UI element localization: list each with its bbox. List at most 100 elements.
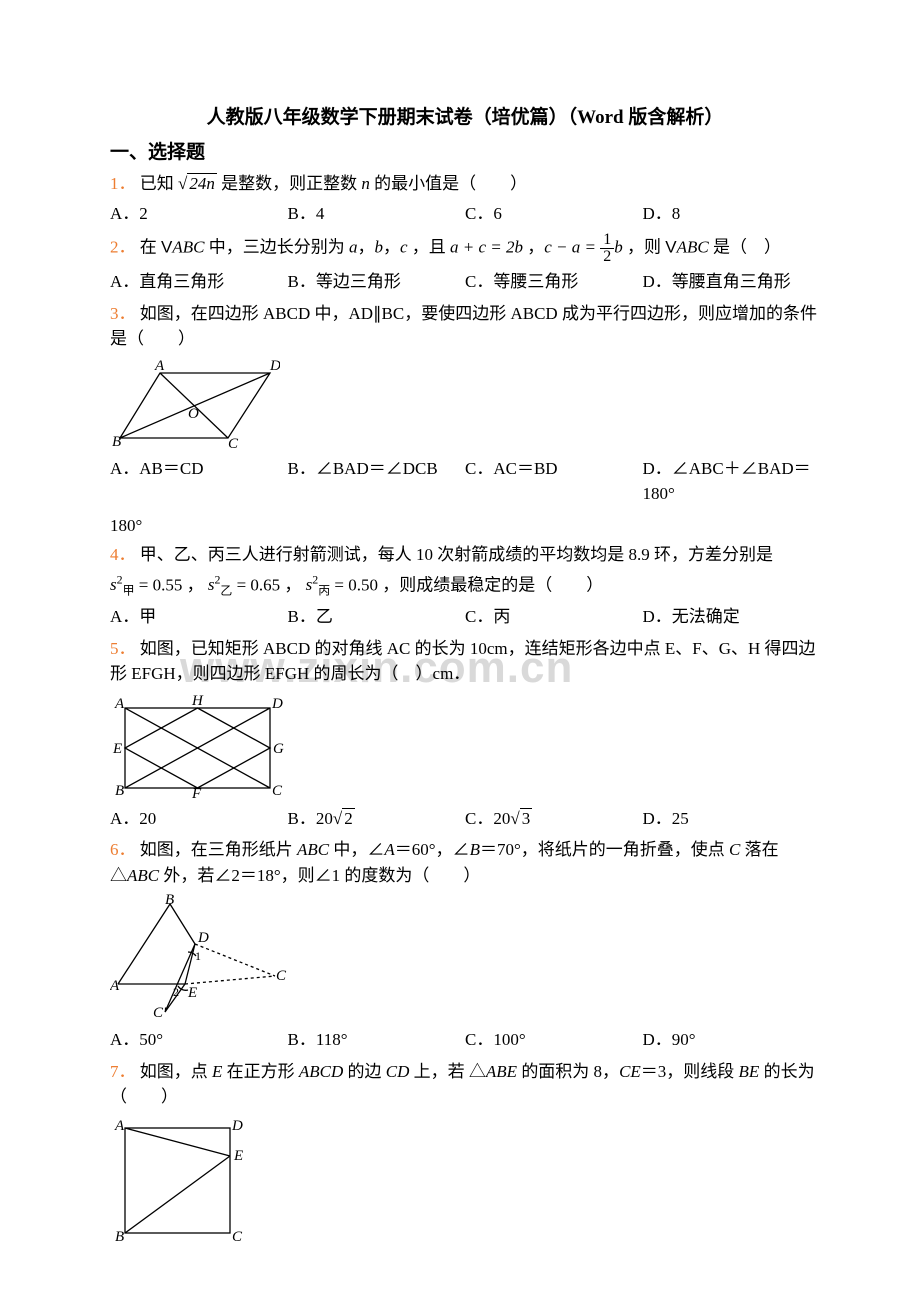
q4-variances: s2甲 = 0.55 ， s2乙 = 0.65 ， s2丙 = 0.50 ，则成…: [110, 572, 820, 601]
q5-options: A．20 B．20√2 C．20√3 D．25: [110, 806, 820, 832]
q6-t2: 中，∠: [329, 840, 384, 859]
fraction-icon: 12: [600, 232, 614, 265]
s1: s: [110, 575, 117, 594]
q7-figure: A D E B C: [110, 1116, 820, 1246]
q5-opt-a: A．20: [110, 806, 288, 832]
q4-number: 4．: [110, 545, 136, 564]
cpre: C．: [465, 809, 493, 828]
q1-n: n: [361, 174, 370, 193]
label-b: B: [115, 783, 124, 798]
q3-text: 如图，在四边形 ABCD 中，AD∥BC，要使四边形 ABCD 成为平行四边形，…: [110, 304, 817, 349]
q7-cd: CD: [386, 1062, 410, 1081]
s-bing: s2丙: [306, 575, 330, 594]
q7-number: 7．: [110, 1062, 136, 1081]
q7-ce: CE: [619, 1062, 641, 1081]
question-5: 5． 如图，已知矩形 ABCD 的对角线 AC 的长为 10cm，连结矩形各边中…: [110, 636, 820, 687]
s3sub: 丙: [318, 584, 330, 598]
question-6: 6． 如图，在三角形纸片 ABC 中，∠A＝60°，∠B＝70°，将纸片的一角折…: [110, 837, 820, 888]
q6-figure: B A C D E C' 1 2: [110, 894, 820, 1019]
q2-mid3: ，: [527, 237, 544, 256]
label-a: A: [110, 978, 120, 994]
label-b: B: [115, 1229, 124, 1245]
section-heading: 一、选择题: [110, 139, 820, 168]
s1eq: = 0.55: [134, 575, 182, 594]
label-a: A: [114, 1118, 125, 1134]
q7-t6: ＝3，则线段: [641, 1062, 739, 1081]
q7-e: E: [212, 1062, 222, 1081]
label-c: C: [228, 436, 239, 448]
q2-opt-d: D．等腰直角三角形: [643, 269, 821, 295]
q4-options: A．甲 B．乙 C．丙 D．无法确定: [110, 604, 820, 630]
q2-abc: ABC: [172, 237, 204, 256]
sqrt-icon: √3: [510, 806, 532, 832]
q1-opt-b: B．4: [288, 201, 466, 227]
q1-opt-d: D．8: [643, 201, 821, 227]
crad: 3: [520, 808, 533, 828]
q6-opt-a: A．50°: [110, 1027, 288, 1053]
q2-opt-a: A．直角三角形: [110, 269, 288, 295]
s2eq: = 0.65: [232, 575, 280, 594]
q4-opt-c: C．丙: [465, 604, 643, 630]
doc-title: 人教版八年级数学下册期末试卷（培优篇）（Word 版含解析）: [110, 104, 820, 133]
q6-opt-b: B．118°: [288, 1027, 466, 1053]
frac-num: 1: [600, 232, 614, 249]
q6-abc2: ABC: [127, 866, 159, 885]
q1-text-pre: 已知: [140, 174, 174, 193]
q4-opt-d: D．无法确定: [643, 604, 821, 630]
q7-t1: 如图，点: [140, 1062, 212, 1081]
q1-opt-a: A．2: [110, 201, 288, 227]
q4-opt-a: A．甲: [110, 604, 288, 630]
label-c: C: [272, 783, 283, 798]
q2-number: 2．: [110, 237, 136, 256]
label-g: G: [273, 741, 284, 757]
label-b: B: [112, 434, 121, 448]
q1-radicand: 24n: [187, 173, 217, 193]
q7-t2: 在正方形: [222, 1062, 299, 1081]
q6-beq: ＝70°，将纸片的一角折叠，使点: [480, 840, 729, 859]
brad: 2: [342, 808, 355, 828]
q5-figure: A H D E G B F C: [110, 693, 820, 798]
sqrt-icon: √2: [333, 806, 355, 832]
label-a: A: [154, 358, 165, 374]
question-1: 1． 已知 √24n 是整数，则正整数 n 的最小值是（ ）: [110, 171, 820, 197]
q2-opt-c: C．等腰三角形: [465, 269, 643, 295]
bnum: 20: [316, 809, 333, 828]
triangle-icon: V: [161, 237, 172, 256]
q7-t3: 的边: [343, 1062, 386, 1081]
cnum: 20: [493, 809, 510, 828]
label-b: B: [165, 894, 174, 908]
q5-opt-c: C．20√3: [465, 806, 643, 832]
label-2: 2: [173, 985, 179, 999]
q6-number: 6．: [110, 840, 136, 859]
s3eq: = 0.50: [330, 575, 378, 594]
q3-opt-b: B．∠BAD＝∠DCB: [288, 456, 466, 507]
q4-tail: ，则成绩最稳定的是（ ）: [382, 575, 603, 594]
q3-opt-a: A．AB＝CD: [110, 456, 288, 507]
q6-opt-d: D．90°: [643, 1027, 821, 1053]
q5-opt-d: D．25: [643, 806, 821, 832]
question-7: 7． 如图，点 E 在正方形 ABCD 的边 CD 上，若 △ABE 的面积为 …: [110, 1059, 820, 1110]
q2-post: 是（ ）: [713, 237, 781, 256]
label-cp: C': [153, 1005, 167, 1019]
frac-den: 2: [600, 249, 614, 265]
label-o: O: [188, 406, 199, 422]
q2-options: A．直角三角形 B．等边三角形 C．等腰三角形 D．等腰直角三角形: [110, 269, 820, 295]
q2-c: c: [400, 237, 408, 256]
label-d: D: [271, 696, 283, 712]
q3-options: A．AB＝CD B．∠BAD＝∠DCB C．AC＝BD D．∠ABC＋∠BAD＝…: [110, 456, 820, 507]
q6-abc: ABC: [297, 840, 329, 859]
q1-text-mid: 是整数，则正整数: [221, 174, 361, 193]
label-f: F: [191, 786, 202, 798]
q6-opt-c: C．100°: [465, 1027, 643, 1053]
q7-be: BE: [739, 1062, 760, 1081]
q6-a: A: [384, 840, 394, 859]
q6-options: A．50° B．118° C．100° D．90°: [110, 1027, 820, 1053]
question-4: 4． 甲、乙、丙三人进行射箭测试，每人 10 次射箭成绩的平均数均是 8.9 环…: [110, 542, 820, 568]
s1sub: 甲: [123, 584, 135, 598]
label-e: E: [187, 985, 197, 1001]
q6-b: B: [470, 840, 480, 859]
label-d: D: [197, 930, 209, 946]
s-jia: s2甲: [110, 575, 134, 594]
q7-abcd: ABCD: [299, 1062, 343, 1081]
q2-a: a: [349, 237, 358, 256]
